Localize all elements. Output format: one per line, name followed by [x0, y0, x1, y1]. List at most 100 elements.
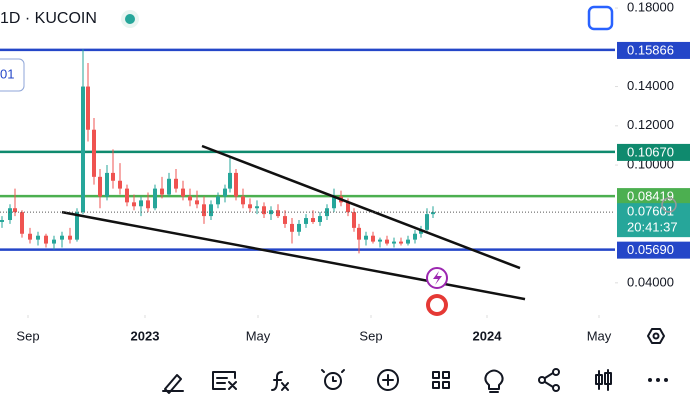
more-dot: [656, 378, 660, 382]
candle-body: [311, 218, 315, 222]
candle-body: [181, 188, 185, 197]
y-tick-label: 0.12000: [627, 117, 674, 132]
candle-body: [234, 172, 238, 197]
candle-body: [125, 188, 129, 203]
x-tick-label: 2024: [473, 328, 503, 343]
candle-body: [318, 216, 322, 222]
candle-body: [167, 178, 171, 195]
ideas[interactable]: [484, 369, 504, 393]
settings-button[interactable]: [647, 328, 665, 344]
indicator-box[interactable]: [0, 58, 25, 92]
candle-body: [86, 86, 90, 130]
candle-body: [276, 210, 280, 217]
candle-body: [346, 202, 350, 213]
chart-type[interactable]: [595, 369, 612, 391]
candle-body: [209, 204, 213, 217]
candle-body: [332, 196, 336, 209]
x-tick-label: May: [246, 328, 271, 343]
x-tick-label: May: [587, 328, 612, 343]
symbol-title[interactable]: 1D · KUCOIN: [0, 10, 97, 27]
candle-body: [105, 172, 109, 197]
fullscreen-button[interactable]: [587, 5, 614, 31]
candle-body: [118, 180, 122, 189]
candle-body: [20, 212, 24, 234]
x-tick-label: Sep: [359, 328, 382, 343]
trendline: [201, 144, 521, 270]
countdown: 20:41:37: [627, 220, 678, 235]
layouts[interactable]: [432, 371, 450, 389]
status-dot: [125, 14, 135, 24]
last-price-tag: [617, 203, 690, 238]
candle-body: [139, 200, 143, 207]
candle-body: [228, 172, 232, 189]
y-tick-label: 0.14000: [627, 78, 674, 93]
candle-body: [216, 196, 220, 205]
candle-body: [385, 239, 389, 244]
candle-body: [44, 235, 48, 244]
fullscreen-inner: [593, 11, 608, 25]
trendline: [61, 210, 526, 301]
candle-body: [399, 241, 403, 244]
price-level-tag: [617, 143, 690, 161]
candle-body: [392, 241, 396, 244]
share[interactable]: [538, 376, 546, 384]
candle-body: [248, 204, 252, 209]
candle-body: [357, 227, 361, 240]
candle-body: [13, 208, 17, 213]
price-level-tag: [617, 41, 690, 59]
candle-body: [8, 208, 12, 221]
x-tick-label: Sep: [16, 328, 39, 343]
candle-body: [202, 204, 206, 217]
crosshair-handle[interactable]: [661, 197, 677, 213]
candle-body: [160, 188, 164, 195]
candle-body: [262, 206, 266, 215]
object-tree[interactable]: [212, 371, 237, 390]
indicators[interactable]: [271, 371, 289, 391]
candle-body: [431, 212, 435, 215]
candle-body: [98, 176, 102, 197]
alert-hands: [321, 369, 345, 382]
candle-body: [81, 86, 85, 213]
candle-body: [297, 223, 301, 232]
candle-body: [406, 239, 410, 244]
candle-body: [52, 239, 56, 244]
draw-tool[interactable]: [162, 374, 184, 394]
lightning: [433, 271, 442, 285]
add[interactable]: [377, 369, 399, 391]
candle-body: [153, 188, 157, 209]
alert[interactable]: [324, 372, 342, 390]
price-level-label: 0.08419: [627, 189, 674, 204]
candle-body: [419, 229, 423, 234]
price-level-tag: [617, 241, 690, 259]
candle-body: [188, 196, 192, 201]
candle-body: [28, 233, 32, 240]
more[interactable]: [648, 378, 652, 382]
y-tick-label: 0.04000: [627, 274, 674, 289]
x-tick-label: 2023: [131, 328, 160, 343]
candle-body: [304, 218, 308, 224]
candle-body: [223, 188, 227, 197]
candle-body: [378, 239, 382, 242]
settings-center: [652, 332, 660, 340]
candle-body: [364, 235, 368, 240]
price-level-label: 0.15866: [627, 42, 674, 57]
candle-body: [195, 200, 199, 205]
candle-body: [75, 212, 79, 240]
price-level-label: 0.05690: [627, 242, 674, 257]
candle-body: [425, 214, 429, 230]
candle-body: [241, 196, 245, 205]
candle-body: [352, 212, 356, 228]
candle-body: [0, 220, 4, 222]
toolbar: [162, 368, 668, 394]
candle-body: [132, 202, 136, 207]
candle-body: [413, 233, 417, 240]
candle-body: [174, 178, 178, 189]
indicator-label: 01: [0, 66, 14, 81]
add-plus: [382, 374, 394, 386]
candle-body: [290, 223, 294, 232]
share-links: [544, 372, 554, 388]
price-level-label: 0.10670: [627, 144, 674, 159]
